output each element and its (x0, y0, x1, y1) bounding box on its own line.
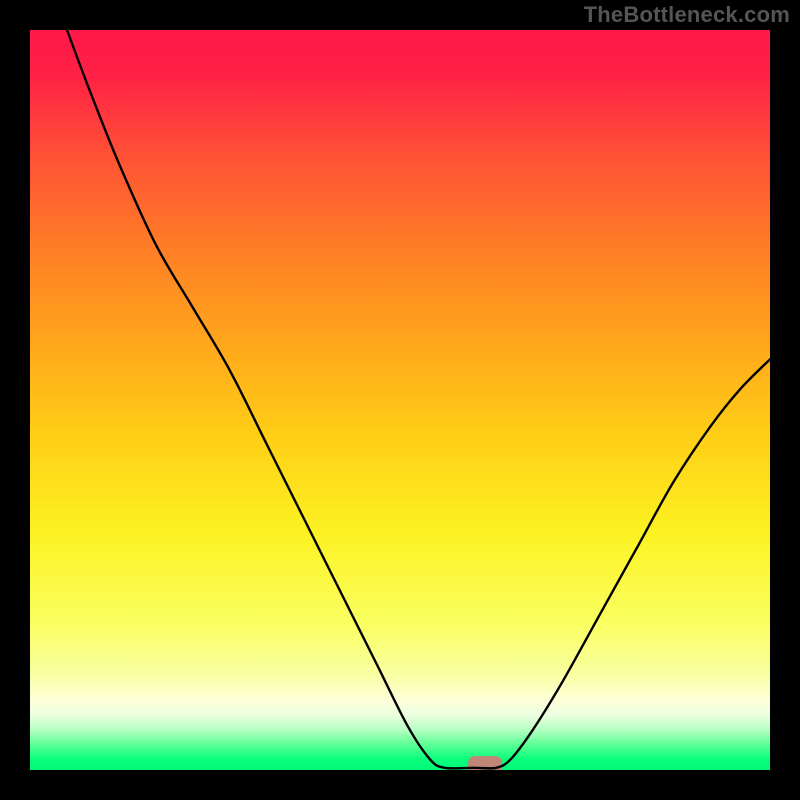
chart-frame: TheBottleneck.com (0, 0, 800, 800)
watermark-text: TheBottleneck.com (584, 2, 790, 28)
bottleneck-chart (30, 30, 770, 770)
gradient-background (30, 30, 770, 770)
chart-svg (30, 30, 770, 770)
